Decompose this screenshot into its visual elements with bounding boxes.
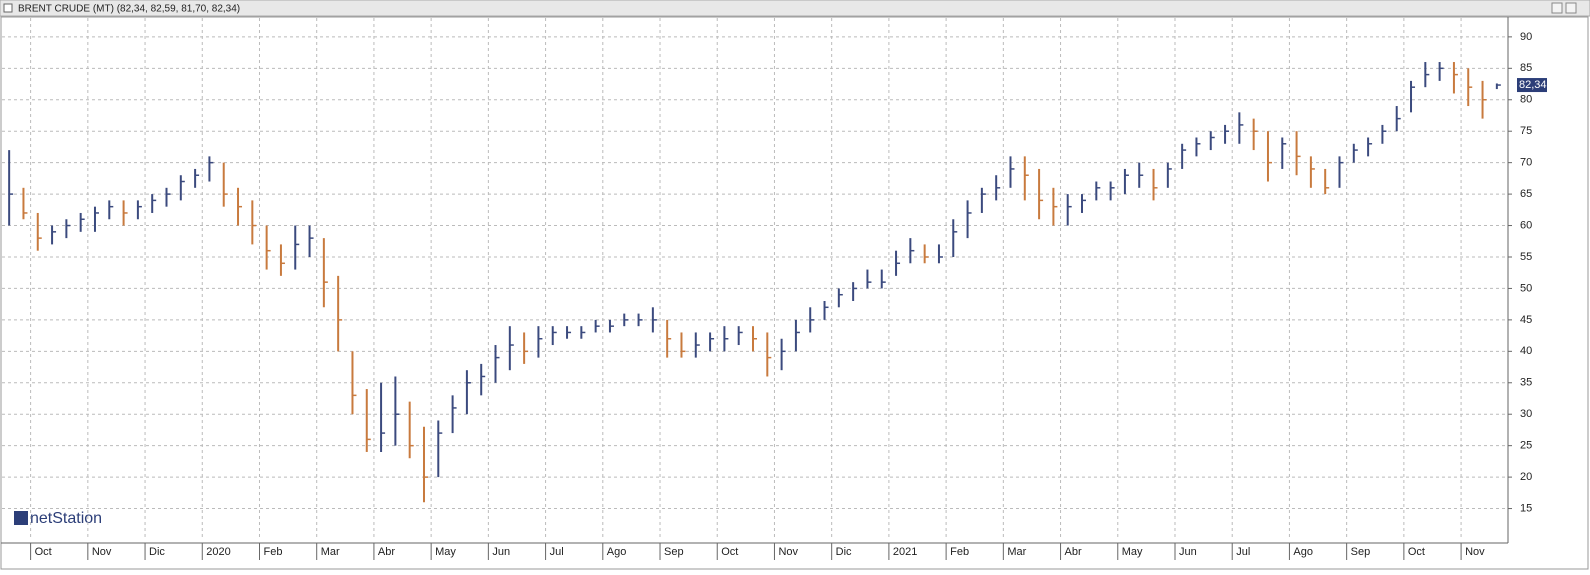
minimize-button[interactable] [1551, 2, 1563, 14]
x-tick-label: Ago [607, 546, 627, 558]
y-tick-label: 55 [1520, 251, 1532, 263]
x-tick-label: Mar [1007, 546, 1026, 558]
logo-icon [14, 511, 28, 525]
y-tick-label: 45 [1520, 314, 1532, 326]
grid [2, 18, 1508, 540]
x-tick-label: Feb [950, 546, 969, 558]
x-tick-label: Abr [1065, 546, 1082, 558]
y-tick-label: 75 [1520, 125, 1532, 137]
y-tick-label: 40 [1520, 345, 1532, 357]
y-tick-label: 85 [1520, 62, 1532, 74]
y-tick-label: 30 [1520, 408, 1532, 420]
x-tick-label: Ago [1293, 546, 1313, 558]
x-tick-label: Jul [1236, 546, 1250, 558]
x-tick-label: Oct [35, 546, 52, 558]
x-tick-label: Jul [550, 546, 564, 558]
x-tick-label: May [1122, 546, 1143, 558]
y-tick-label: 35 [1520, 377, 1532, 389]
x-tick-label: Nov [778, 546, 798, 558]
y-tick-label: 60 [1520, 219, 1532, 231]
y-tick-label: 50 [1520, 282, 1532, 294]
x-tick-label: 2020 [206, 546, 230, 558]
x-tick-label: Nov [1465, 546, 1485, 558]
x-tick-label: Abr [378, 546, 395, 558]
x-tick-label: Oct [1408, 546, 1425, 558]
y-tick-label: 25 [1520, 440, 1532, 452]
x-tick-label: Mar [321, 546, 340, 558]
close-button[interactable] [1565, 2, 1577, 14]
y-tick-label: 65 [1520, 188, 1532, 200]
y-tick-label: 20 [1520, 471, 1532, 483]
x-tick-label: Jun [1179, 546, 1197, 558]
frame [0, 16, 1589, 570]
x-tick-label: Feb [263, 546, 282, 558]
x-tick-label: May [435, 546, 456, 558]
y-tick-label: 70 [1520, 157, 1532, 169]
price-marker-label: 82,34 [1519, 79, 1547, 91]
y-tick-label: 90 [1520, 31, 1532, 43]
x-tick-label: Nov [92, 546, 112, 558]
x-tick-label: 2021 [893, 546, 917, 558]
y-tick-label: 80 [1520, 94, 1532, 106]
x-tick-label: Dic [836, 546, 852, 558]
title-bar [0, 0, 1590, 17]
price-marker [1517, 78, 1547, 93]
logo: netStation [14, 510, 102, 527]
watermark: netStation [30, 510, 102, 527]
x-tick-label: Oct [721, 546, 738, 558]
chart-title: BRENT CRUDE (MT) (82,34, 82,59, 81,70, 8… [18, 4, 240, 15]
x-tick-label: Dic [149, 546, 165, 558]
x-tick-label: Sep [664, 546, 684, 558]
x-tick-label: Sep [1351, 546, 1371, 558]
y-tick-label: 15 [1520, 502, 1532, 514]
window-icon [3, 3, 13, 13]
bars [8, 62, 1501, 503]
x-tick-label: Jun [492, 546, 510, 558]
